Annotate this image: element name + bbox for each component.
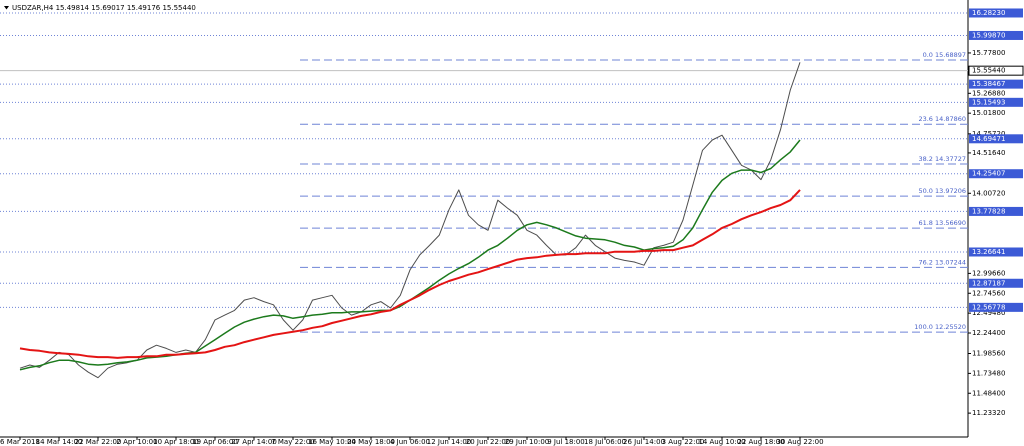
level-label: 15.38467 [972, 80, 1005, 88]
y-tick-label: 15.01800 [972, 109, 1005, 117]
y-tick-label: 14.75720 [972, 130, 1005, 138]
x-tick-label: 27 Apr 14:00 [231, 438, 277, 446]
x-tick-label: 4 Jun 06:00 [390, 438, 430, 446]
y-tick-label: 12.74560 [972, 289, 1005, 297]
y-tick-label: 15.77800 [972, 49, 1005, 57]
x-tick-label: 14 Aug 10:00 [698, 438, 745, 446]
level-label: 16.28230 [972, 9, 1005, 17]
y-tick-label: 14.51640 [972, 149, 1005, 157]
x-tick-label: 6 Mar 2018 [0, 438, 40, 446]
y-tick-label: 12.99660 [972, 269, 1005, 277]
level-box [969, 169, 1023, 179]
series-line [19, 189, 801, 359]
x-tick-label: 19 Apr 06:00 [192, 438, 238, 446]
x-tick-label: 7 May 22:00 [271, 438, 315, 446]
x-tick-label: 12 Jun 14:00 [427, 438, 471, 446]
y-tick-label: 15.26880 [972, 89, 1005, 97]
x-tick-label: 16 May 10:00 [308, 438, 356, 446]
level-box [969, 206, 1023, 216]
level-label: 13.77828 [972, 207, 1005, 215]
x-tick-label: 3 Aug 22:00 [662, 438, 705, 446]
y-tick-label: 11.23320 [972, 409, 1005, 417]
series-line [19, 139, 801, 371]
fib-label: 50.0 13.97206 [918, 187, 966, 195]
x-tick-label: 22 Aug 18:00 [737, 438, 784, 446]
last-price-label: 15.55440 [972, 67, 1005, 75]
x-tick-label: 2 Apr 10:00 [116, 438, 157, 446]
level-box [969, 302, 1023, 312]
x-tick-label: 9 Jul 18:00 [547, 438, 585, 446]
x-tick-label: 26 Jul 14:00 [623, 438, 665, 446]
y-tick-label: 11.48400 [972, 389, 1005, 397]
y-tick-label: 12.24400 [972, 329, 1005, 337]
level-label: 13.26641 [972, 248, 1005, 256]
fib-label: 76.2 13.07244 [918, 258, 966, 266]
x-tick-label: 22 Mar 22:00 [75, 438, 122, 446]
y-tick-label: 14.00720 [972, 189, 1005, 197]
x-tick-label: 14 Mar 14:00 [36, 438, 83, 446]
level-box [969, 134, 1023, 144]
y-tick-label: 11.73480 [972, 369, 1005, 377]
level-box [969, 30, 1023, 40]
last-price-box [968, 65, 1024, 76]
fib-label: 0.0 15.68897 [923, 51, 966, 59]
level-label: 15.99870 [972, 31, 1005, 39]
level-label: 15.15493 [972, 98, 1005, 106]
fib-label: 23.6 14.87860 [918, 115, 966, 123]
y-tick-label: 11.98560 [972, 350, 1005, 358]
x-tick-label: 18 Jul 06:00 [584, 438, 626, 446]
x-tick-label: 20 Jun 22:00 [466, 438, 510, 446]
fib-label: 61.8 13.56690 [918, 219, 966, 227]
level-box [969, 247, 1023, 257]
chart-title: USDZAR,H4 15.49814 15.69017 15.49176 15.… [12, 4, 196, 12]
level-box [969, 97, 1023, 107]
x-tick-label: 30 Aug 22:00 [776, 438, 823, 446]
x-tick-label: 29 Jun 10:00 [505, 438, 549, 446]
menu-arrow [4, 6, 9, 10]
level-box [969, 79, 1023, 89]
level-label: 14.69471 [972, 135, 1005, 143]
x-tick-label: 24 May 18:00 [347, 438, 395, 446]
level-box [969, 278, 1023, 288]
fib-label: 100.0 12.25520 [914, 323, 966, 331]
level-label: 12.87187 [972, 279, 1005, 287]
y-tick-label: 12.49480 [972, 309, 1005, 317]
x-tick-label: 10 Apr 18:00 [153, 438, 199, 446]
level-box [969, 8, 1023, 18]
level-label: 12.56778 [972, 303, 1005, 311]
level-label: 14.25407 [972, 170, 1005, 178]
fib-label: 38.2 14.37727 [918, 155, 966, 163]
series-line [19, 62, 801, 379]
